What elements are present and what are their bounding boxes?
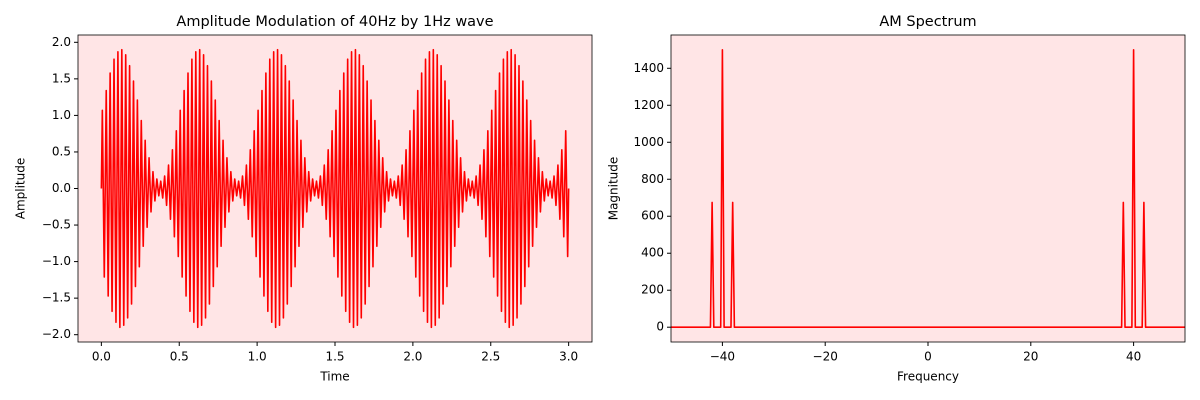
y-tick-label: 800 (641, 172, 664, 186)
x-tick-label: 3.0 (559, 350, 578, 364)
x-tick-label: 20 (1023, 350, 1038, 364)
data-line (671, 49, 1185, 328)
x-axis-label: Frequency (897, 370, 959, 384)
y-tick-label: 1400 (633, 61, 664, 75)
x-tick-label: −20 (813, 350, 838, 364)
y-tick-label: 2.0 (52, 35, 71, 49)
x-tick-label: 0 (924, 350, 932, 364)
chart-title: Amplitude Modulation of 40Hz by 1Hz wave (176, 14, 493, 30)
y-tick-label: −1.5 (42, 291, 71, 305)
chart-title: AM Spectrum (879, 14, 976, 30)
x-tick-label: 0.5 (170, 350, 189, 364)
data-line (100, 48, 570, 329)
y-tick-label: 0 (656, 320, 664, 334)
y-axis-label: Magnitude (607, 157, 621, 221)
x-tick-label: 40 (1126, 350, 1141, 364)
x-tick-label: 1.5 (325, 350, 344, 364)
y-tick-label: 200 (641, 283, 664, 297)
y-tick-label: −2.0 (42, 327, 71, 341)
x-tick-label: −40 (710, 350, 735, 364)
y-tick-label: 1200 (633, 98, 664, 112)
y-axis-label: Amplitude (14, 158, 28, 220)
y-tick-label: −1.0 (42, 254, 71, 268)
axes-frame (670, 34, 1186, 343)
plot-area (671, 35, 1185, 342)
x-tick-label: 1.0 (248, 350, 267, 364)
y-tick-label: 600 (641, 209, 664, 223)
x-tick-label: 0.0 (92, 350, 111, 364)
y-tick-label: 1.5 (52, 71, 71, 85)
y-tick-label: 0.5 (52, 144, 71, 158)
x-tick-label: 2.5 (481, 350, 500, 364)
x-tick-label: 2.0 (403, 350, 422, 364)
x-axis-label: Time (319, 370, 349, 384)
y-tick-label: 0.0 (52, 181, 71, 195)
y-tick-label: 1000 (633, 135, 664, 149)
y-tick-label: −0.5 (42, 218, 71, 232)
y-tick-label: 400 (641, 246, 664, 260)
y-tick-label: 1.0 (52, 108, 71, 122)
axes-frame (77, 34, 593, 343)
